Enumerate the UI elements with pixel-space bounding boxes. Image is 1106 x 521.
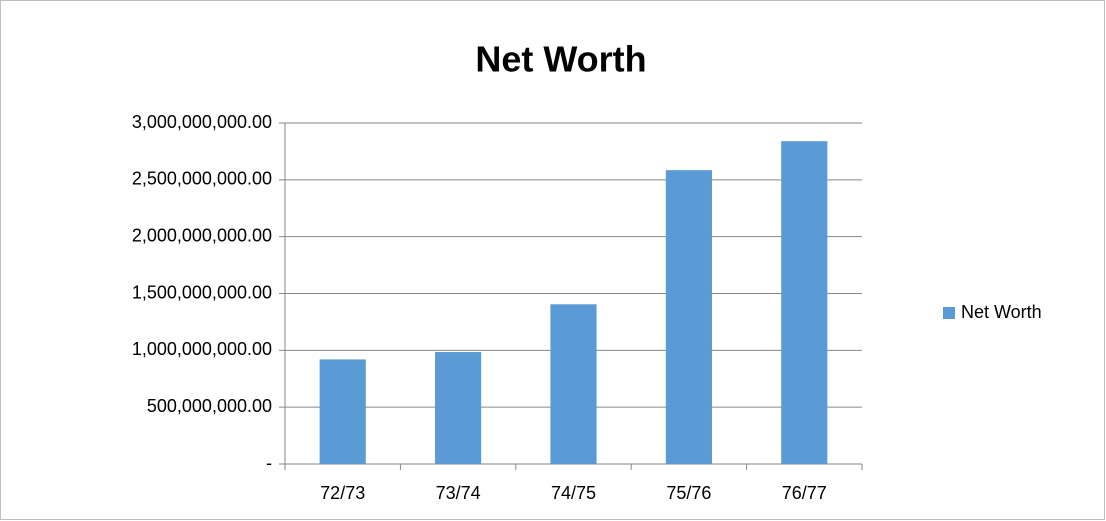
legend-swatch xyxy=(943,307,955,319)
x-tick-label: 73/74 xyxy=(436,483,481,503)
x-tick-label: 74/75 xyxy=(551,483,596,503)
y-tick-label: 500,000,000.00 xyxy=(147,396,272,416)
bar xyxy=(319,359,366,464)
y-tick-label: 1,000,000,000.00 xyxy=(132,339,272,359)
bar xyxy=(781,141,828,465)
chart-title: Net Worth xyxy=(475,39,646,80)
legend-label: Net Worth xyxy=(961,302,1042,322)
x-tick-label: 75/76 xyxy=(666,483,711,503)
x-tick-label: 76/77 xyxy=(782,483,827,503)
bar xyxy=(665,170,712,464)
bar xyxy=(550,304,597,464)
bar xyxy=(435,352,482,464)
x-tick-label: 72/73 xyxy=(320,483,365,503)
y-tick-label: 2,500,000,000.00 xyxy=(132,169,272,189)
y-tick-label: 3,000,000,000.00 xyxy=(132,112,272,132)
y-tick-label: 1,500,000,000.00 xyxy=(132,282,272,302)
y-tick-label: 2,000,000,000.00 xyxy=(132,225,272,245)
y-tick-label: - xyxy=(266,453,272,473)
